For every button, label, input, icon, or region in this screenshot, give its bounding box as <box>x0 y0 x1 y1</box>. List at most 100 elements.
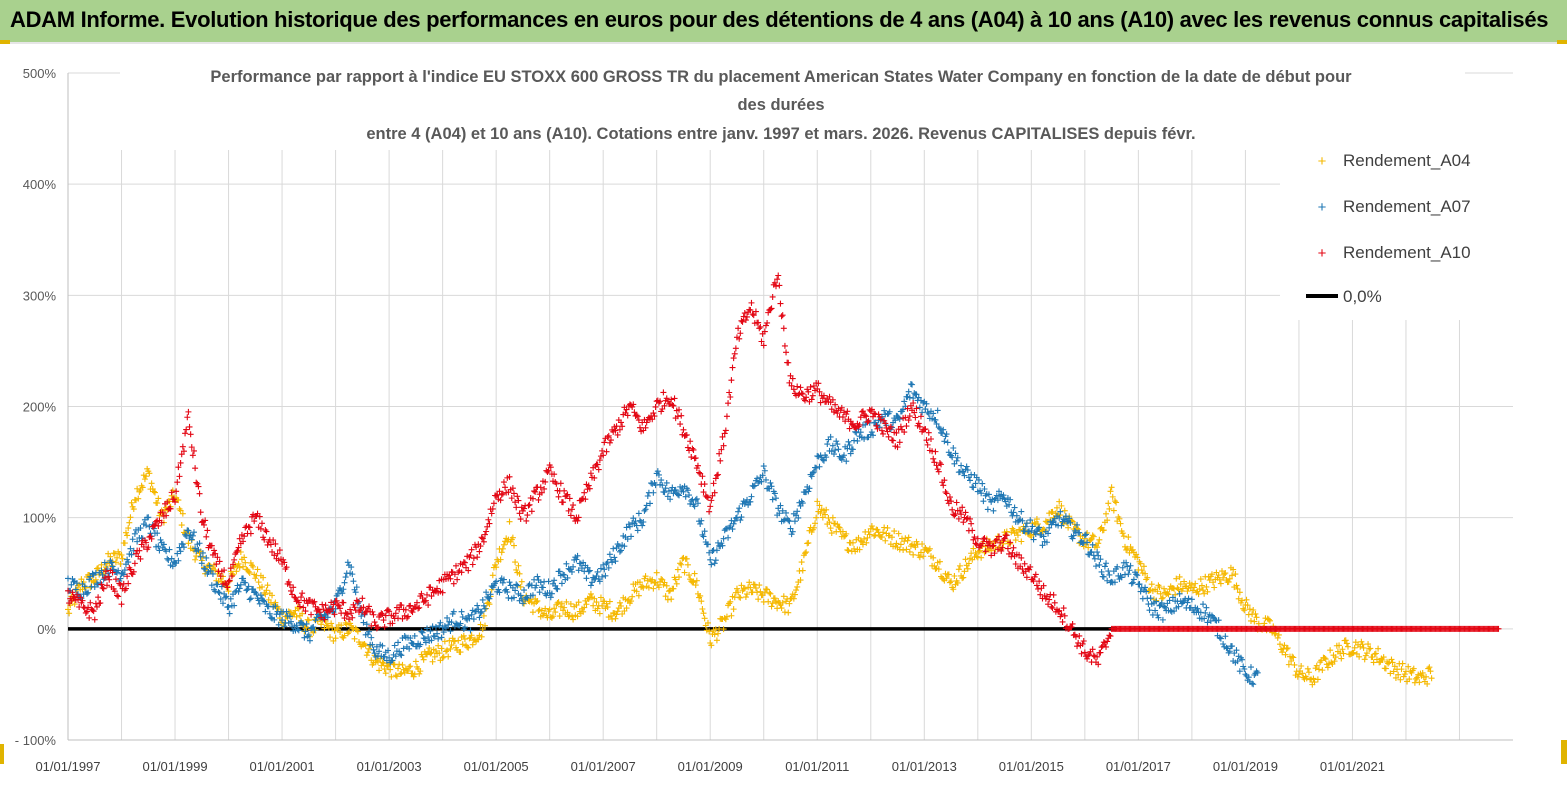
data-point <box>246 569 253 576</box>
data-point <box>1105 500 1112 507</box>
data-point <box>590 602 597 609</box>
data-point <box>845 547 852 554</box>
data-point <box>510 490 517 497</box>
data-point <box>173 488 180 495</box>
data-point <box>813 464 820 471</box>
data-point <box>974 535 981 542</box>
data-point <box>235 544 242 551</box>
corner-marker-top-right <box>1557 40 1567 44</box>
data-point <box>259 520 266 527</box>
data-point <box>1211 584 1218 591</box>
data-point <box>873 422 880 429</box>
data-point <box>1003 532 1010 539</box>
data-point <box>1343 640 1350 647</box>
data-point <box>370 646 377 653</box>
data-point <box>919 409 926 416</box>
data-point <box>816 463 823 470</box>
x-tick-label: 01/01/2013 <box>892 759 957 774</box>
data-point <box>958 511 965 518</box>
data-point <box>854 437 861 444</box>
data-point <box>551 471 558 478</box>
data-point <box>599 573 606 580</box>
data-point <box>618 547 625 554</box>
data-point <box>305 617 312 624</box>
data-point <box>260 597 267 604</box>
data-point <box>750 483 757 490</box>
data-point <box>658 575 665 582</box>
data-point <box>1202 609 1209 616</box>
data-point <box>1069 620 1076 627</box>
data-point <box>366 628 373 635</box>
data-point <box>1032 531 1039 538</box>
data-point <box>513 581 520 588</box>
data-point <box>650 489 657 496</box>
data-point <box>566 495 573 502</box>
data-point <box>601 439 608 446</box>
data-point <box>354 628 361 635</box>
data-point <box>861 435 868 442</box>
data-point <box>659 482 666 489</box>
data-point <box>134 485 141 492</box>
data-point <box>474 554 481 561</box>
data-point <box>387 666 394 673</box>
data-point <box>180 448 187 455</box>
data-point <box>1133 551 1140 558</box>
data-point <box>519 600 526 607</box>
data-point <box>1108 484 1115 491</box>
data-point <box>812 520 819 527</box>
data-point <box>1043 539 1050 546</box>
data-point <box>718 540 725 547</box>
data-point <box>1106 505 1113 512</box>
data-point <box>1104 517 1111 524</box>
data-point <box>715 630 722 637</box>
data-point <box>564 574 571 581</box>
data-point <box>98 561 105 568</box>
data-point <box>1204 619 1211 626</box>
data-point <box>1332 654 1339 661</box>
data-point <box>563 560 570 567</box>
data-point <box>1070 532 1077 539</box>
data-point <box>448 619 455 626</box>
data-point <box>1019 566 1026 573</box>
data-point <box>991 550 998 557</box>
data-point <box>381 666 388 673</box>
data-point <box>557 603 564 610</box>
data-point <box>776 282 783 289</box>
data-point <box>1136 581 1143 588</box>
data-point <box>442 648 449 655</box>
data-point <box>1137 588 1144 595</box>
data-point <box>542 478 549 485</box>
data-point <box>344 611 351 618</box>
data-point <box>611 554 618 561</box>
data-point <box>803 394 810 401</box>
data-point <box>798 559 805 566</box>
data-point <box>1098 568 1105 575</box>
data-point <box>861 535 868 542</box>
data-point <box>789 375 796 382</box>
data-point <box>579 565 586 572</box>
data-point <box>69 589 76 596</box>
data-point <box>90 608 97 615</box>
data-point <box>300 621 307 628</box>
data-point <box>236 564 243 571</box>
data-point <box>710 480 717 487</box>
data-point <box>506 579 513 586</box>
data-point <box>241 554 248 561</box>
data-point <box>416 670 423 677</box>
data-point <box>948 578 955 585</box>
data-point <box>843 530 850 537</box>
data-point <box>257 525 264 532</box>
data-point <box>749 311 756 318</box>
data-point <box>1251 618 1258 625</box>
data-point <box>1008 553 1015 560</box>
data-point <box>529 592 536 599</box>
data-point <box>1217 580 1224 587</box>
data-point <box>262 527 269 534</box>
data-point <box>953 499 960 506</box>
data-point <box>1142 584 1149 591</box>
data-point <box>717 457 724 464</box>
data-point <box>1416 679 1423 686</box>
data-point <box>1239 656 1246 663</box>
data-point <box>760 463 767 470</box>
data-point <box>350 578 357 585</box>
